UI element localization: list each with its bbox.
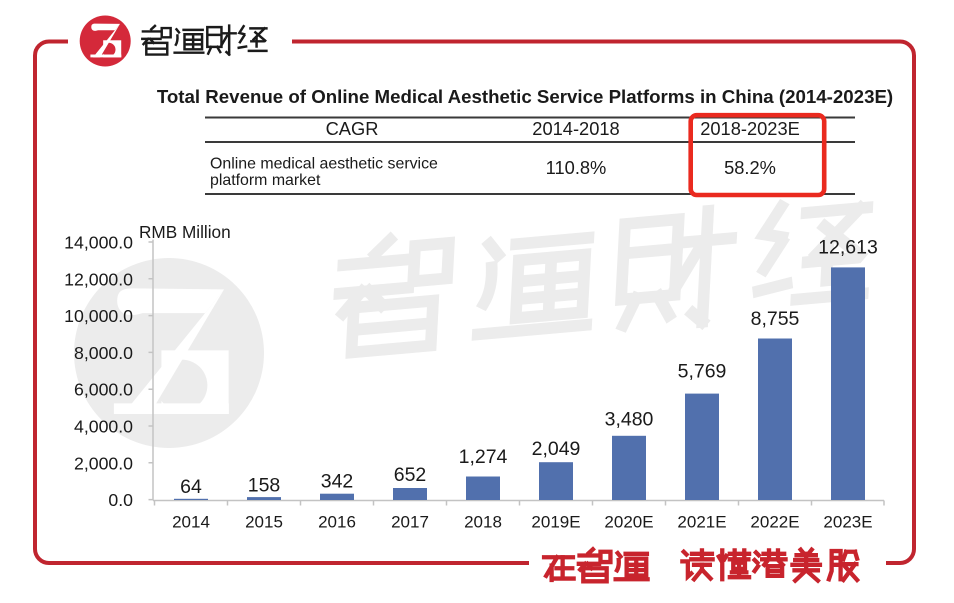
svg-text:110.8%: 110.8% bbox=[546, 157, 607, 178]
svg-text:652: 652 bbox=[394, 464, 427, 486]
svg-text:2021E: 2021E bbox=[677, 513, 726, 532]
svg-text:2018: 2018 bbox=[464, 513, 502, 532]
svg-text:64: 64 bbox=[180, 476, 202, 498]
svg-text:8,755: 8,755 bbox=[751, 308, 800, 330]
svg-text:8,000.0: 8,000.0 bbox=[74, 343, 133, 363]
svg-text:2019E: 2019E bbox=[531, 513, 580, 532]
svg-text:2018-2023E: 2018-2023E bbox=[700, 118, 800, 139]
svg-text:5,769: 5,769 bbox=[678, 361, 727, 383]
svg-text:12,613: 12,613 bbox=[818, 237, 878, 259]
svg-text:platform market: platform market bbox=[210, 172, 321, 189]
svg-text:1,274: 1,274 bbox=[459, 446, 508, 468]
svg-text:2022E: 2022E bbox=[750, 513, 799, 532]
svg-text:2017: 2017 bbox=[391, 513, 429, 532]
svg-text:2014: 2014 bbox=[172, 513, 210, 532]
svg-text:4,000.0: 4,000.0 bbox=[74, 417, 133, 437]
svg-text:2016: 2016 bbox=[318, 513, 356, 532]
svg-text:2,000.0: 2,000.0 bbox=[74, 453, 133, 473]
svg-text:CAGR: CAGR bbox=[326, 118, 379, 139]
svg-text:Total Revenue of Online Medica: Total Revenue of Online Medical Aestheti… bbox=[157, 86, 893, 107]
svg-text:342: 342 bbox=[321, 471, 354, 493]
svg-text:158: 158 bbox=[248, 475, 281, 497]
svg-text:12,000.0: 12,000.0 bbox=[64, 269, 133, 289]
svg-text:58.2%: 58.2% bbox=[724, 157, 776, 178]
svg-text:0.0: 0.0 bbox=[108, 490, 133, 510]
svg-text:2014-2018: 2014-2018 bbox=[532, 118, 619, 139]
svg-text:3,480: 3,480 bbox=[605, 409, 654, 431]
svg-text:2,049: 2,049 bbox=[532, 438, 581, 460]
svg-text:10,000.0: 10,000.0 bbox=[64, 306, 133, 326]
svg-text:2023E: 2023E bbox=[823, 513, 872, 532]
svg-text:14,000.0: 14,000.0 bbox=[64, 233, 133, 253]
svg-text:2020E: 2020E bbox=[604, 513, 653, 532]
svg-text:Online medical aesthetic servi: Online medical aesthetic service bbox=[210, 156, 438, 173]
svg-text:6,000.0: 6,000.0 bbox=[74, 380, 133, 400]
svg-text:RMB Million: RMB Million bbox=[139, 222, 231, 242]
svg-text:2015: 2015 bbox=[245, 513, 283, 532]
